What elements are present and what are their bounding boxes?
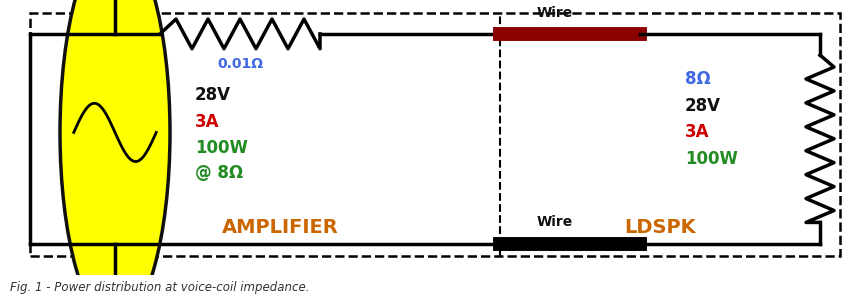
Text: 3A: 3A	[685, 123, 710, 141]
Text: AMPLIFIER: AMPLIFIER	[222, 218, 338, 237]
Text: Wire: Wire	[537, 215, 573, 230]
Text: 8Ω: 8Ω	[685, 70, 710, 88]
Ellipse shape	[60, 0, 170, 306]
Text: 28V: 28V	[685, 97, 721, 115]
Text: Wire: Wire	[537, 6, 573, 20]
Text: 28V: 28V	[195, 86, 231, 104]
Text: Fig. 1 - Power distribution at voice-coil impedance.: Fig. 1 - Power distribution at voice-coi…	[10, 281, 310, 294]
Text: 3A: 3A	[195, 113, 219, 131]
Text: @ 8Ω: @ 8Ω	[195, 164, 243, 182]
Text: 0.01Ω: 0.01Ω	[217, 57, 263, 71]
Bar	[30, 13, 840, 256]
Text: 100W: 100W	[195, 139, 248, 157]
Text: LDSPK: LDSPK	[624, 218, 696, 237]
Text: 100W: 100W	[685, 150, 738, 168]
